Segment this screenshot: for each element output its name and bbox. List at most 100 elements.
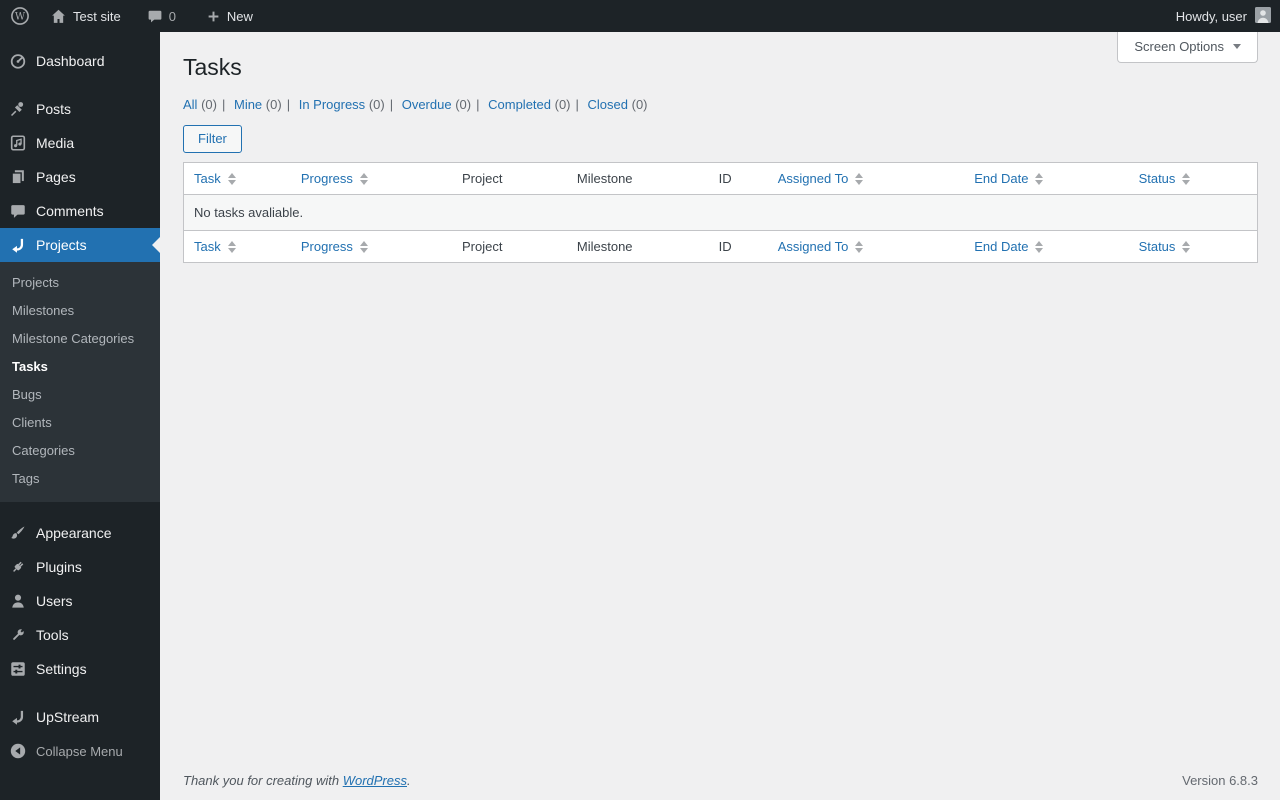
table-header-row: Task Progress Project Milestone ID Assig… (184, 163, 1258, 195)
filter-separator: | (221, 97, 226, 112)
admin-bar-new[interactable]: New (196, 0, 263, 32)
column-header-assigned-to[interactable]: Assigned To (778, 171, 864, 186)
sidebar-item-label: Users (36, 593, 73, 609)
wrench-icon (8, 625, 28, 645)
filter-button[interactable]: Filter (183, 125, 242, 153)
plug-icon (8, 557, 28, 577)
column-label: Status (1138, 171, 1176, 186)
comment-count: 0 (168, 8, 176, 24)
sort-icon (1035, 172, 1044, 185)
sidebar-item-label: Plugins (36, 559, 82, 575)
sidebar-item-label: UpStream (36, 709, 100, 725)
submenu-item-tags[interactable]: Tags (12, 471, 40, 486)
footer-version: Version 6.8.3 (1182, 773, 1258, 788)
column-label: Task (194, 171, 221, 186)
sidebar-item-appearance[interactable]: Appearance (0, 516, 160, 550)
filter-count: (0) (368, 97, 385, 112)
sort-icon (855, 240, 864, 253)
screen-options-tab[interactable]: Screen Options (1117, 32, 1258, 63)
avatar (1255, 6, 1271, 26)
sidebar-item-posts[interactable]: Posts (0, 92, 160, 126)
sidebar-item-users[interactable]: Users (0, 584, 160, 618)
column-header-id: ID (718, 171, 732, 186)
sidebar-item-label: Appearance (36, 525, 112, 541)
admin-bar-site-name[interactable]: Test site (40, 0, 131, 32)
pin-icon (8, 99, 28, 119)
sort-icon (359, 172, 368, 185)
column-header-end-date[interactable]: End Date (974, 239, 1044, 254)
svg-text:W: W (15, 11, 26, 22)
column-header-progress[interactable]: Progress (301, 239, 368, 254)
submenu-item-milestones[interactable]: Milestones (12, 303, 75, 318)
submenu-item-tasks[interactable]: Tasks (12, 359, 48, 374)
chevron-down-icon (1233, 44, 1241, 49)
sidebar-item-media[interactable]: Media (0, 126, 160, 160)
filter-link-completed[interactable]: Completed (488, 97, 551, 112)
submenu-item-milestone-categories[interactable]: Milestone Categories (12, 331, 135, 346)
column-header-progress[interactable]: Progress (301, 171, 368, 186)
submenu-item-clients[interactable]: Clients (12, 415, 52, 430)
filter-separator: | (389, 97, 394, 112)
sidebar-item-plugins[interactable]: Plugins (0, 550, 160, 584)
column-header-status[interactable]: Status (1139, 239, 1191, 254)
home-icon (50, 8, 67, 25)
howdy-label: Howdy, user (1175, 8, 1247, 24)
filter-count: (0) (265, 97, 282, 112)
collapse-arrow-icon (8, 741, 28, 761)
sidebar-item-pages[interactable]: Pages (0, 160, 160, 194)
sidebar-item-projects[interactable]: Projects (0, 228, 160, 262)
status-filter-links: All (0) | Mine (0) | In Progress (0) | Over… (183, 97, 1258, 112)
plus-icon (206, 9, 221, 24)
sidebar-item-tools[interactable]: Tools (0, 618, 160, 652)
filter-count: (0) (201, 97, 217, 112)
sidebar-item-settings[interactable]: Settings (0, 652, 160, 686)
filter-separator: | (286, 97, 291, 112)
column-header-project: Project (461, 171, 503, 186)
site-name-label: Test site (73, 8, 121, 24)
sidebar-item-label: Tools (36, 627, 69, 643)
media-icon (8, 133, 28, 153)
column-header-end-date[interactable]: End Date (974, 171, 1044, 186)
footer-thanks-text: Thank you for creating with (183, 773, 343, 788)
submenu-item-categories[interactable]: Categories (12, 443, 75, 458)
empty-message: No tasks avaliable. (183, 194, 1258, 231)
column-label: Assigned To (777, 171, 849, 186)
column-header-task[interactable]: Task (194, 239, 236, 254)
collapse-menu-label: Collapse Menu (36, 743, 123, 759)
submenu-item-bugs[interactable]: Bugs (12, 387, 42, 402)
user-icon (8, 591, 28, 611)
footer-thanks: Thank you for creating with WordPress. (183, 773, 411, 788)
filter-link-in-progress[interactable]: In Progress (298, 97, 366, 112)
main-content: Screen Options Tasks All (0) | Mine (0) | … (160, 32, 1280, 800)
filter-link-all[interactable]: All (183, 97, 198, 112)
sidebar-item-comments[interactable]: Comments (0, 194, 160, 228)
sort-icon (1182, 240, 1191, 253)
admin-bar-comments[interactable]: 0 (137, 0, 186, 32)
wordpress-link[interactable]: WordPress (342, 773, 407, 788)
sidebar-item-label: Pages (36, 169, 76, 185)
column-header-project: Project (461, 239, 503, 254)
collapse-menu-button[interactable]: Collapse Menu (0, 734, 160, 768)
column-header-task[interactable]: Task (194, 171, 236, 186)
sidebar-item-upstream[interactable]: UpStream (0, 700, 160, 734)
sidebar-item-dashboard[interactable]: Dashboard (0, 44, 160, 78)
column-label: End Date (974, 171, 1029, 186)
sidebar-item-label: Projects (36, 237, 87, 253)
sort-icon (1182, 172, 1191, 185)
column-label: Status (1138, 239, 1176, 254)
admin-bar-account[interactable]: Howdy, user (1167, 0, 1280, 32)
column-header-status[interactable]: Status (1139, 171, 1191, 186)
filter-link-overdue[interactable]: Overdue (401, 97, 452, 112)
column-label: Task (194, 239, 221, 254)
filter-link-closed[interactable]: Closed (587, 97, 628, 112)
wordpress-logo[interactable]: W (0, 0, 40, 32)
empty-row: No tasks avaliable. (183, 194, 1258, 231)
sort-icon (227, 240, 236, 253)
sort-icon (227, 172, 236, 185)
filter-link-mine[interactable]: Mine (233, 97, 263, 112)
submenu-item-projects[interactable]: Projects (12, 275, 59, 290)
column-header-assigned-to[interactable]: Assigned To (778, 239, 864, 254)
sidebar: Dashboard Posts Media (0, 32, 160, 800)
filter-count: (0) (455, 97, 472, 112)
footer-thanks-period: . (407, 773, 411, 788)
